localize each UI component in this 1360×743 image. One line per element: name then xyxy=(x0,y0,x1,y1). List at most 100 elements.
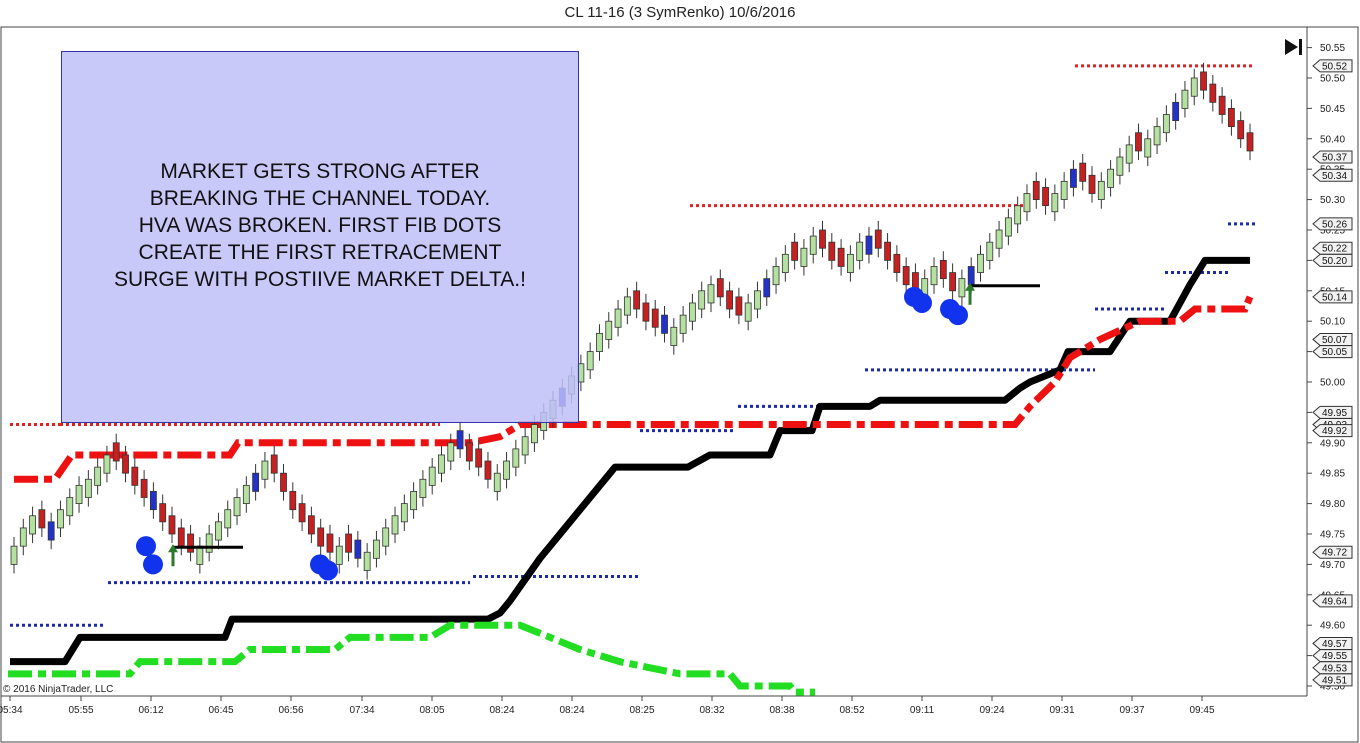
candle-body xyxy=(763,278,771,298)
skip-to-end-icon[interactable] xyxy=(1282,36,1306,58)
candle-body xyxy=(1070,168,1077,188)
trail-lines xyxy=(8,256,1254,696)
y-tick-label: 49.50 xyxy=(1320,682,1345,693)
x-tick-label: 06:56 xyxy=(278,705,303,716)
candle-body xyxy=(493,472,501,492)
candle-body xyxy=(205,533,213,553)
candle-body xyxy=(326,533,334,553)
x-tick-label: 09:31 xyxy=(1049,705,1074,716)
y-tick-label: 49.90 xyxy=(1320,438,1345,449)
price-marker-tag xyxy=(1312,253,1353,267)
candle-body xyxy=(1079,162,1087,182)
candle-body xyxy=(689,302,696,322)
candle-body xyxy=(1246,132,1254,152)
candle-body xyxy=(298,503,306,523)
candle-body xyxy=(791,241,799,261)
x-tick-label: 09:11 xyxy=(910,705,935,716)
price-marker-label: 50.34 xyxy=(1322,171,1347,182)
candle-body xyxy=(707,284,715,304)
candle-body xyxy=(1172,101,1180,121)
candle-body xyxy=(1181,89,1189,109)
price-marker-tag xyxy=(1312,59,1353,73)
candle-body xyxy=(1014,205,1022,225)
x-tick-label: 05:34 xyxy=(0,705,23,716)
x-tick-label: 07:34 xyxy=(349,705,374,716)
price-marker-tag xyxy=(1312,545,1353,559)
price-marker-label: 49.72 xyxy=(1322,548,1347,559)
candle-body xyxy=(1237,120,1245,140)
candle-body xyxy=(19,527,27,547)
price-marker-label: 49.53 xyxy=(1322,663,1347,674)
candle-body xyxy=(345,533,352,553)
candle-body xyxy=(856,241,864,261)
candle-body xyxy=(233,497,241,517)
price-marker-label: 50.37 xyxy=(1322,153,1347,164)
candle-body xyxy=(400,503,408,523)
price-marker-label: 50.20 xyxy=(1322,256,1347,267)
candle-body xyxy=(94,466,102,486)
y-tick-label: 50.45 xyxy=(1320,104,1345,115)
candle-body xyxy=(177,527,185,547)
candle-body xyxy=(1153,126,1161,146)
candle-body xyxy=(38,509,46,529)
price-marker-tag xyxy=(1312,649,1353,663)
price-marker-tag xyxy=(1312,594,1353,608)
y-tick-label: 50.00 xyxy=(1320,378,1345,389)
candle-body xyxy=(196,545,204,565)
candle-body xyxy=(1218,95,1226,115)
candle-body xyxy=(614,308,622,328)
candle-body xyxy=(865,235,873,255)
candle-body xyxy=(633,290,641,310)
price-marker-label: 50.05 xyxy=(1322,347,1347,358)
candle-body xyxy=(382,527,390,547)
price-marker-tag xyxy=(1312,290,1353,304)
price-marker-label: 50.14 xyxy=(1322,292,1347,303)
candle-body xyxy=(1162,114,1170,134)
candle-body xyxy=(521,436,529,456)
annotation-text: MARKET GETS STRONG AFTER BREAKING THE CH… xyxy=(114,158,526,293)
candle-body xyxy=(977,253,984,273)
candle-body xyxy=(391,515,399,535)
candle-body xyxy=(10,545,18,565)
candle-body xyxy=(651,308,659,328)
price-marker-label: 49.92 xyxy=(1322,426,1347,437)
candle-body xyxy=(512,448,520,468)
candle-body xyxy=(57,509,64,529)
fib-dot xyxy=(948,305,968,326)
x-tick-label: 08:05 xyxy=(419,705,444,716)
candle-body xyxy=(819,229,826,249)
candle-body xyxy=(781,253,789,273)
candle-body xyxy=(1060,180,1068,201)
price-marker-tag xyxy=(1312,332,1353,346)
candle-body xyxy=(735,296,743,316)
candle-body xyxy=(1097,180,1105,201)
candle-body xyxy=(456,430,464,450)
candle-body xyxy=(884,241,891,261)
price-marker-label: 49.55 xyxy=(1322,651,1347,662)
price-marker-label: 49.57 xyxy=(1322,639,1347,650)
annotation-line: HVA WAS BROKEN. FIRST FIB DOTS xyxy=(138,213,502,237)
x-tick-label: 08:38 xyxy=(769,705,794,716)
candle-body xyxy=(661,314,668,334)
arrow-up-head xyxy=(965,282,975,291)
candle-body xyxy=(428,466,436,486)
candle-body xyxy=(140,478,148,498)
copyright-text: © 2016 NinjaTrader, LLC xyxy=(3,684,114,695)
candle-body xyxy=(317,527,325,547)
trail-line-green xyxy=(8,621,815,696)
candle-body xyxy=(47,521,55,541)
candle-body xyxy=(103,454,111,474)
candle-body xyxy=(419,478,427,498)
candle-body xyxy=(949,272,957,292)
y-tick-label: 49.75 xyxy=(1320,530,1345,541)
candle-body xyxy=(503,460,510,480)
candle-body xyxy=(131,466,139,486)
candle-body xyxy=(605,320,613,340)
trend-line-black xyxy=(10,256,1250,666)
candle-body xyxy=(837,247,845,267)
candle-body xyxy=(280,472,287,492)
candle-body xyxy=(252,472,260,492)
x-tick-label: 06:12 xyxy=(138,705,163,716)
candle-body xyxy=(679,314,687,334)
